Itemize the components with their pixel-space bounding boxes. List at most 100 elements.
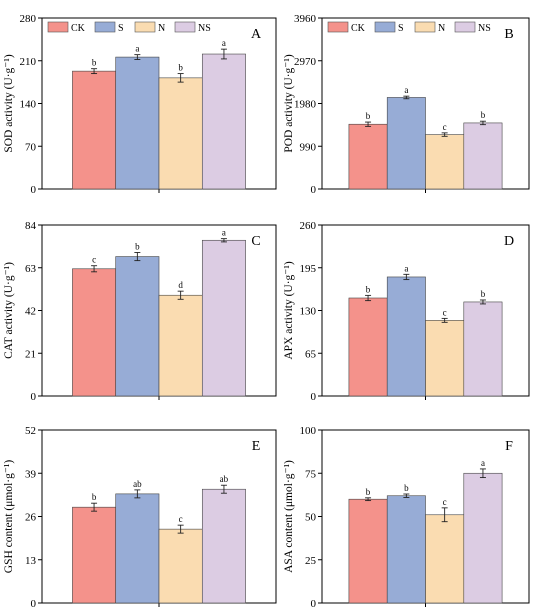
- bar-ck: [348, 123, 388, 190]
- y-tick-label: 0: [31, 598, 37, 610]
- bar-s: [115, 256, 160, 397]
- bar-s: [386, 97, 426, 190]
- significance-letter: c: [443, 307, 447, 317]
- y-tick-label: 84: [25, 220, 37, 232]
- legend-swatch: [374, 21, 396, 33]
- significance-letter: b: [481, 110, 486, 120]
- legend-item-ck: CK: [47, 21, 86, 34]
- significance-letter: b: [366, 284, 371, 294]
- bar-n: [158, 77, 203, 190]
- bar-s: [115, 56, 160, 190]
- bar-ns: [463, 472, 503, 604]
- bar-ns: [463, 301, 503, 397]
- legend-swatch: [454, 21, 476, 33]
- legend: CK S N NS: [47, 21, 211, 34]
- y-tick-label: 63: [25, 263, 37, 275]
- y-tick-label: 21: [25, 348, 36, 360]
- y-tick-label: 280: [20, 13, 37, 25]
- significance-letter: ab: [133, 479, 142, 489]
- y-tick-label: 42: [25, 306, 36, 318]
- bar-s: [386, 276, 426, 397]
- panel-c: 0 21 42 63 84 c b d a C CAT activity (U·g⁻¹): [3, 220, 277, 403]
- legend-item-s: S: [374, 21, 404, 34]
- panel-letter: B: [504, 27, 513, 42]
- significance-letter: b: [404, 483, 409, 493]
- significance-letter: a: [222, 38, 226, 48]
- bar-ck: [72, 506, 117, 604]
- significance-letter: a: [135, 44, 139, 54]
- bar-ck: [348, 498, 388, 604]
- y-tick-label: 260: [300, 220, 317, 232]
- legend-item-ns: NS: [454, 21, 491, 34]
- bar-ns: [463, 122, 503, 190]
- legend-swatch: [414, 21, 436, 33]
- panel-letter: C: [251, 234, 260, 249]
- legend-item-ck: CK: [327, 21, 366, 34]
- bar-n: [425, 514, 465, 604]
- bar-ns: [201, 53, 246, 190]
- y-axis-title: SOD activity (U·g⁻¹): [3, 54, 15, 152]
- bar-ck: [72, 70, 117, 190]
- bar-ns: [201, 488, 246, 604]
- panel-letter: E: [252, 439, 261, 454]
- legend-swatch: [327, 21, 349, 33]
- y-tick-label: 0: [311, 391, 317, 403]
- legend-label: N: [438, 23, 445, 34]
- y-tick-label: 0: [311, 184, 317, 196]
- y-tick-label: 0: [31, 184, 37, 196]
- legend: CK S N NS: [327, 21, 491, 34]
- significance-letter: a: [404, 85, 408, 95]
- y-tick-label: 25: [305, 555, 317, 567]
- significance-letter: b: [135, 241, 140, 251]
- legend-label: CK: [71, 23, 86, 34]
- y-tick-label: 100: [300, 425, 317, 437]
- legend-swatch: [47, 21, 69, 33]
- y-axis-title: ASA content (μmol·g⁻¹): [283, 460, 295, 573]
- legend-item-n: N: [414, 21, 445, 34]
- significance-letter: c: [92, 255, 96, 265]
- y-tick-label: 50: [305, 512, 317, 524]
- bar-ck: [348, 297, 388, 397]
- bar-n: [425, 134, 465, 190]
- y-tick-label: 1980: [294, 99, 317, 111]
- y-tick-label: 65: [305, 348, 317, 360]
- legend-item-s: S: [94, 21, 124, 34]
- bar-n: [425, 320, 465, 397]
- significance-letter: b: [366, 487, 371, 497]
- legend-label: NS: [198, 23, 211, 34]
- y-axis-title: APX activity (U·g⁻¹): [283, 261, 295, 359]
- bar-n: [158, 528, 203, 604]
- legend-label: S: [118, 23, 124, 34]
- panel-letter: D: [504, 234, 514, 249]
- legend-label: CK: [351, 23, 366, 34]
- significance-letter: b: [366, 111, 371, 121]
- bar-s: [115, 493, 160, 604]
- panel-d: 0 65 130 195 260 b a c b D APX activity (U·g⁻¹): [283, 220, 530, 403]
- y-axis-title: POD activity (U·g⁻¹): [283, 54, 295, 152]
- y-tick-label: 3960: [294, 13, 317, 25]
- significance-letter: b: [178, 63, 183, 73]
- y-tick-label: 26: [25, 512, 37, 524]
- y-tick-label: 0: [311, 598, 317, 610]
- panel-a: 0 70 140 210 280 b a b a A SOD activity (U·g⁻¹): [3, 13, 277, 196]
- y-tick-label: 52: [25, 425, 36, 437]
- y-axis-title: GSH content (μmol·g⁻¹): [3, 460, 15, 574]
- panel-letter: F: [505, 439, 513, 454]
- significance-letter: a: [404, 263, 408, 273]
- significance-letter: c: [443, 497, 447, 507]
- significance-letter: b: [92, 492, 97, 502]
- significance-letter: c: [179, 514, 183, 524]
- bar-n: [158, 294, 203, 397]
- bar-ck: [72, 268, 117, 397]
- y-tick-label: 140: [20, 99, 37, 111]
- legend-item-n: N: [134, 21, 165, 34]
- significance-letter: d: [178, 280, 183, 290]
- significance-letter: b: [481, 289, 486, 299]
- legend-swatch: [174, 21, 196, 33]
- significance-letter: b: [92, 58, 97, 68]
- y-tick-label: 39: [25, 468, 37, 480]
- panel-b: 0 990 1980 2970 3960 b a c b B POD activity (U·g⁻¹…: [283, 13, 530, 196]
- y-axis-title: CAT activity (U·g⁻¹): [3, 262, 15, 359]
- legend-item-ns: NS: [174, 21, 211, 34]
- y-tick-label: 75: [305, 468, 317, 480]
